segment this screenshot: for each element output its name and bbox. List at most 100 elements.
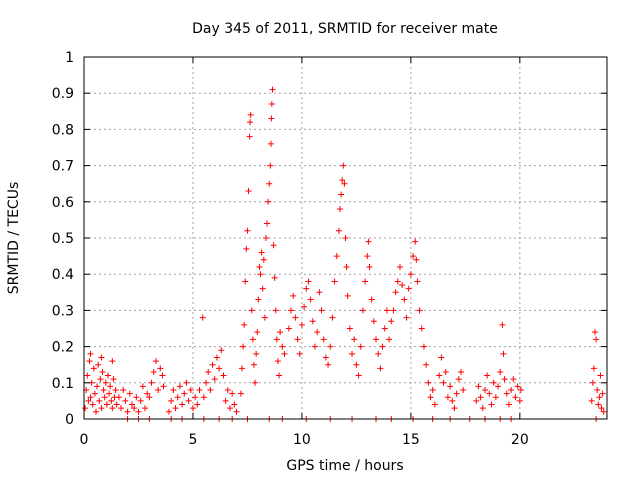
data-point (449, 397, 456, 404)
data-point (588, 397, 595, 404)
data-point (179, 401, 186, 408)
data-point (349, 350, 356, 357)
data-point (486, 390, 493, 397)
data-point (97, 376, 104, 383)
data-point (303, 285, 310, 292)
data-point (597, 372, 604, 379)
data-point (155, 387, 162, 394)
data-point (124, 408, 131, 415)
data-point (238, 365, 245, 372)
data-point (383, 307, 390, 314)
data-point (412, 238, 419, 245)
data-point (246, 133, 253, 140)
data-point (92, 408, 99, 415)
data-point (98, 405, 105, 412)
data-point (505, 401, 512, 408)
data-point (240, 343, 247, 350)
data-point (353, 361, 360, 368)
data-point (264, 220, 271, 227)
data-point (211, 376, 218, 383)
data-point (260, 256, 267, 263)
data-point (247, 111, 254, 118)
data-point (279, 343, 286, 350)
data-point (170, 387, 177, 394)
data-point (247, 119, 254, 126)
data-point (373, 336, 380, 343)
data-point (250, 361, 257, 368)
data-point (115, 394, 122, 401)
data-point (514, 383, 521, 390)
data-point (91, 390, 98, 397)
data-point (362, 278, 369, 285)
data-point (401, 296, 408, 303)
data-point (252, 379, 259, 386)
data-point (390, 307, 397, 314)
y-tick-label: 0.7 (52, 159, 74, 175)
data-point (94, 383, 101, 390)
data-point (327, 343, 334, 350)
data-point (87, 350, 94, 357)
data-point (305, 278, 312, 285)
data-point (189, 405, 196, 412)
data-point (375, 350, 382, 357)
data-point (256, 263, 263, 270)
data-point (98, 354, 105, 361)
data-point (159, 372, 166, 379)
data-point (407, 271, 414, 278)
data-point (427, 394, 434, 401)
data-point (258, 249, 265, 256)
data-point (87, 394, 94, 401)
data-point (503, 390, 510, 397)
data-point (490, 379, 497, 386)
data-point (460, 387, 467, 394)
data-point (142, 405, 149, 412)
data-point (600, 408, 607, 415)
data-point (497, 368, 504, 375)
data-point (199, 314, 206, 321)
data-point (137, 397, 144, 404)
data-point (431, 401, 438, 408)
data-point (598, 405, 605, 412)
x-tick-label: 5 (188, 432, 197, 448)
x-tick-label: 15 (402, 432, 420, 448)
data-point (270, 242, 277, 249)
data-point (495, 383, 502, 390)
data-point (203, 379, 210, 386)
data-point (590, 365, 597, 372)
data-point (359, 307, 366, 314)
data-point (381, 325, 388, 332)
data-point (84, 372, 91, 379)
data-point (416, 307, 423, 314)
data-point (307, 296, 314, 303)
data-point (429, 387, 436, 394)
y-tick-label: 0.6 (52, 195, 74, 211)
data-point (346, 325, 353, 332)
data-point (152, 358, 159, 365)
data-point (377, 365, 384, 372)
data-point (316, 289, 323, 296)
data-point (477, 394, 484, 401)
data-point (338, 191, 345, 198)
data-point (222, 397, 229, 404)
data-point (475, 383, 482, 390)
data-point (262, 235, 269, 241)
data-point (410, 253, 417, 260)
data-point (241, 321, 248, 328)
data-point (276, 372, 283, 379)
data-point (207, 387, 214, 394)
data-point (244, 227, 251, 234)
data-point (329, 314, 336, 321)
data-point (131, 405, 138, 412)
data-point (309, 318, 316, 325)
data-point (265, 198, 272, 205)
data-point (254, 329, 261, 336)
data-point (95, 361, 102, 368)
data-point (227, 405, 234, 412)
data-point (274, 358, 281, 365)
data-point (85, 397, 92, 404)
data-point (320, 336, 327, 343)
y-tick-label: 0.4 (52, 267, 74, 283)
data-point (318, 307, 325, 314)
data-point (357, 343, 364, 350)
